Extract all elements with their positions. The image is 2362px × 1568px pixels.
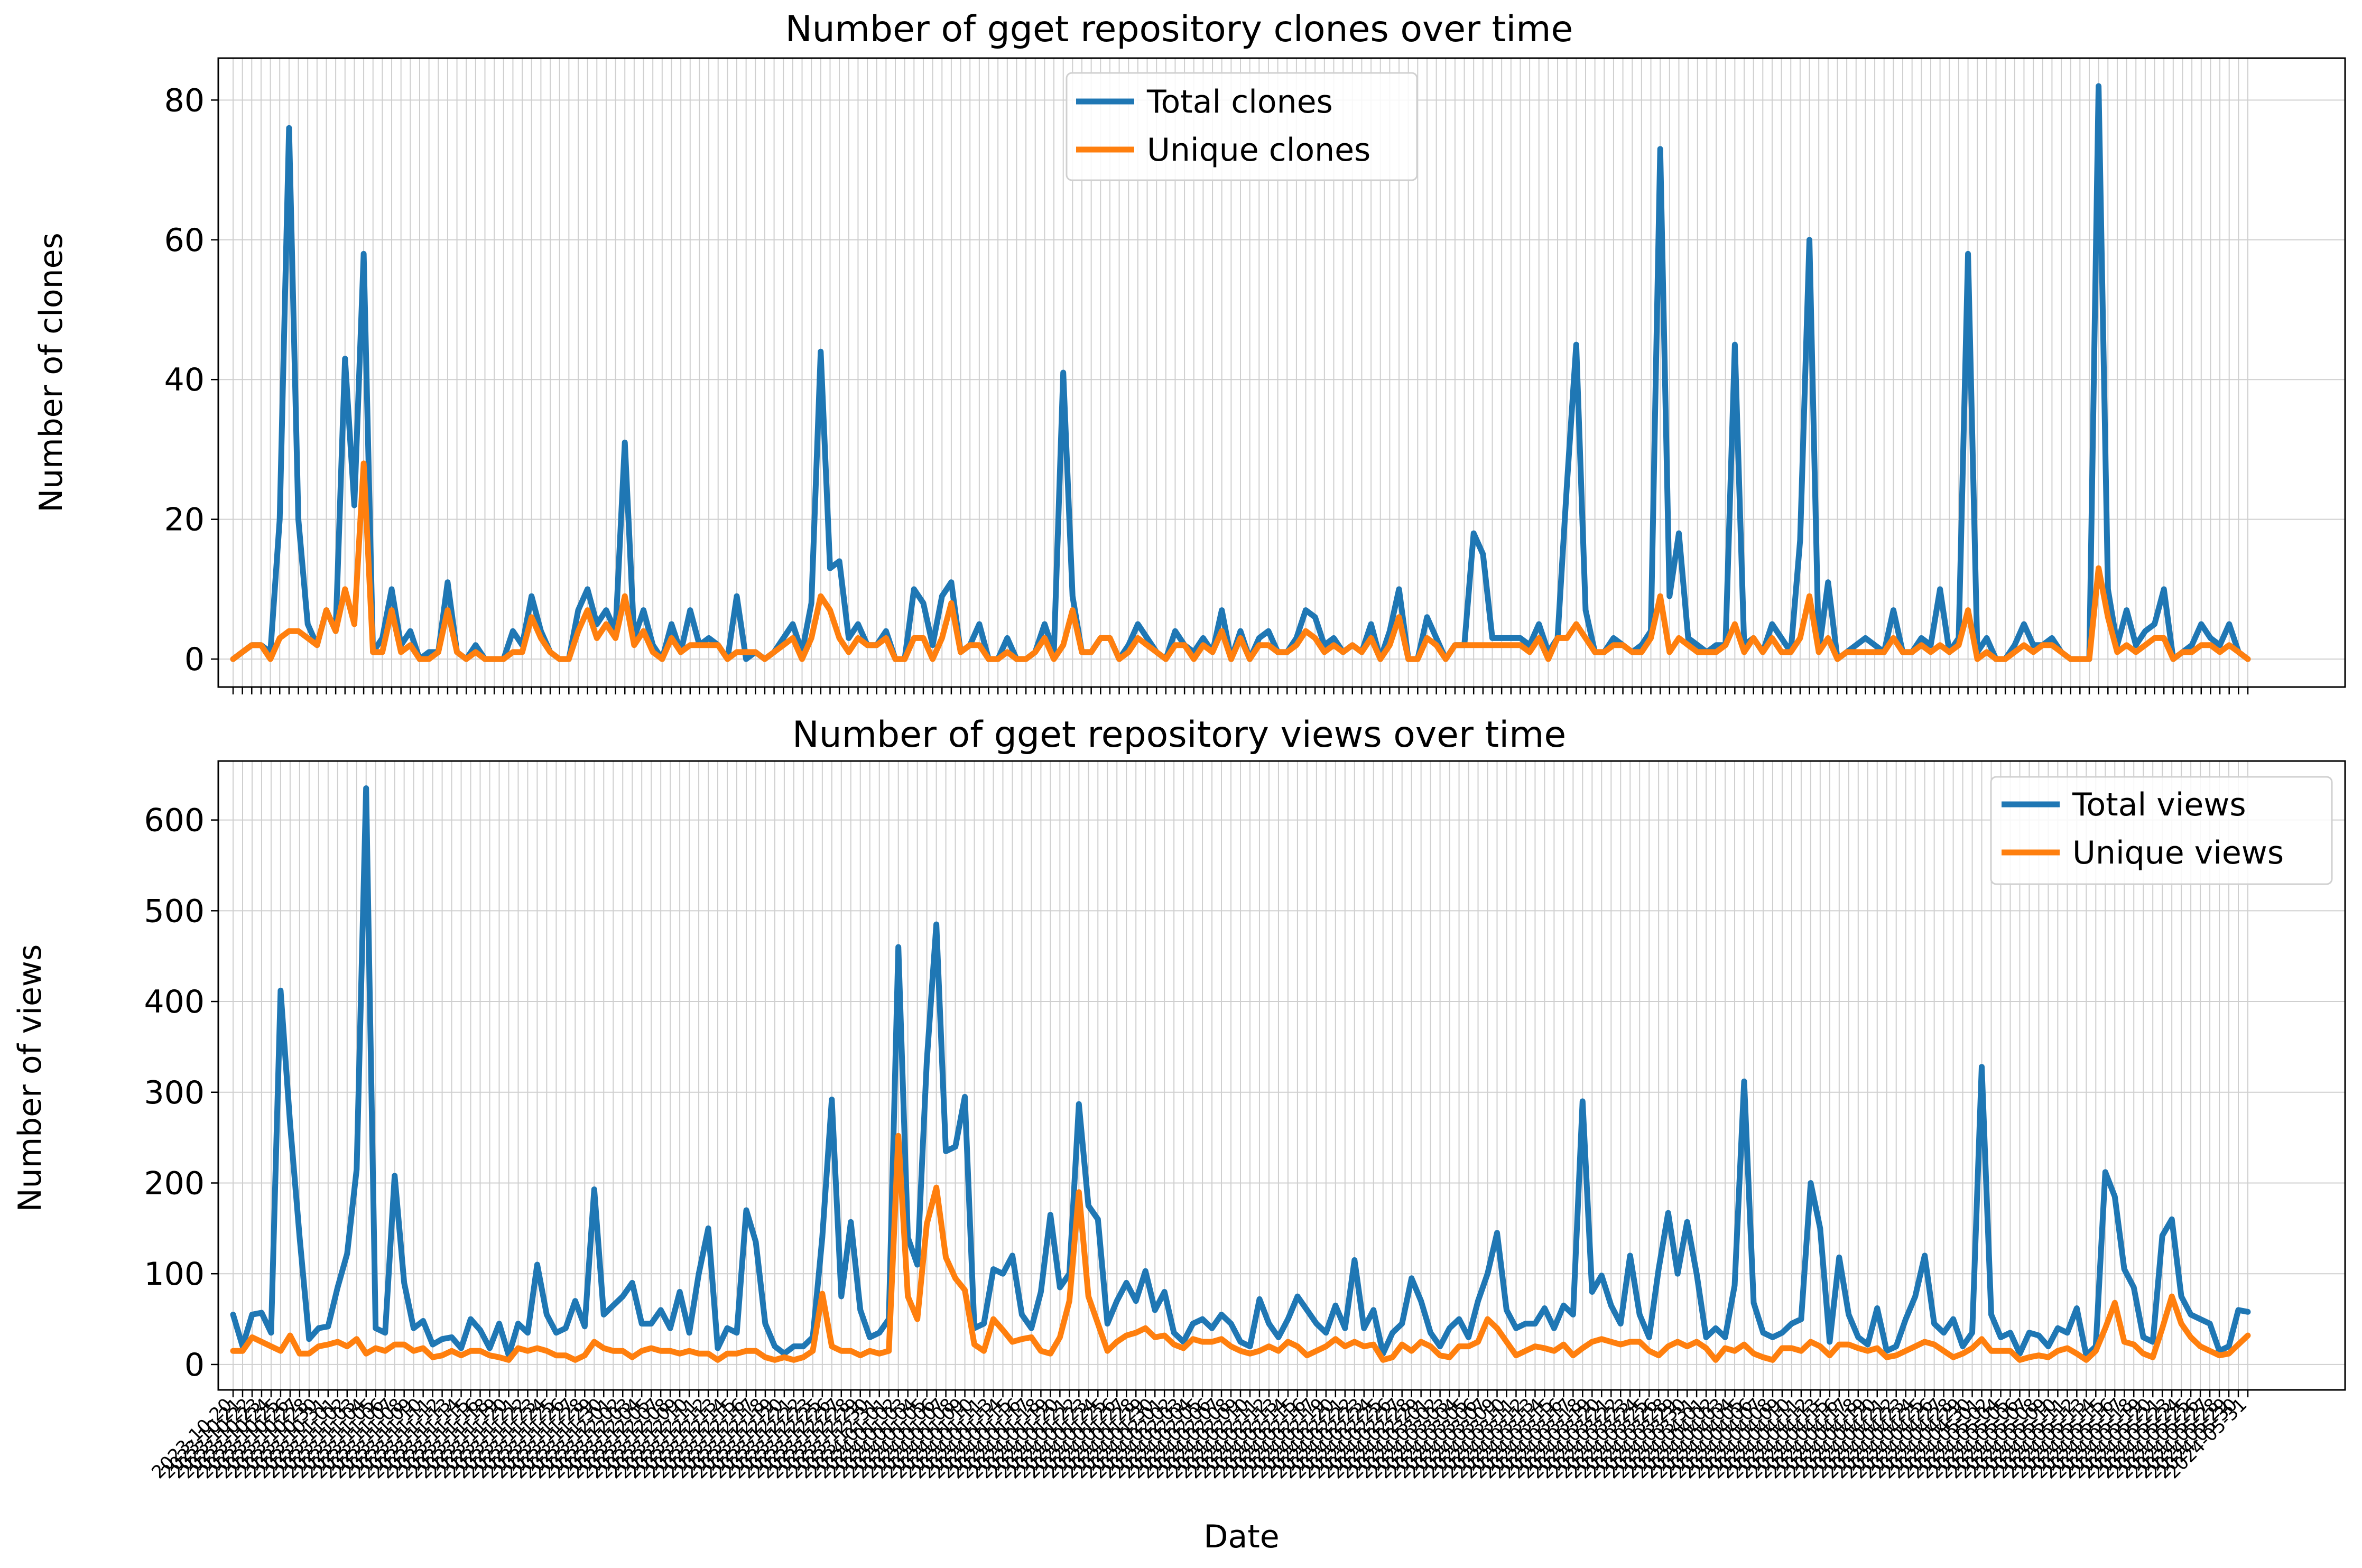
views-x-ticks: 2023-10-202023-10-212023-10-222023-10-23… bbox=[147, 1390, 2251, 1483]
views-lines bbox=[230, 785, 2251, 1363]
y-tick-label: 600 bbox=[144, 802, 205, 839]
views-x-axis-label: Date bbox=[1203, 1518, 1279, 1555]
views-legend-box bbox=[1990, 776, 2333, 885]
views-y-ticks: 0 100 200 300 400 500 600 bbox=[144, 802, 218, 1384]
clones-legend-box bbox=[1066, 72, 1418, 181]
views-plot-frame bbox=[217, 760, 2346, 1391]
clones-legend: Total clones Unique clones bbox=[1066, 72, 1418, 181]
views-legend-unique-label: Unique views bbox=[2072, 834, 2284, 871]
series-line-total bbox=[230, 785, 2251, 1359]
clones-y-axis-label: Number of clones bbox=[33, 233, 70, 513]
y-tick-label: 60 bbox=[164, 222, 205, 259]
y-tick-label: 200 bbox=[144, 1165, 205, 1202]
y-tick-label: 300 bbox=[144, 1074, 205, 1111]
clones-x-ticks bbox=[232, 687, 2249, 694]
clones-legend-total-label: Total clones bbox=[1146, 83, 1333, 120]
clones-legend-unique-label: Unique clones bbox=[1147, 132, 1370, 169]
views-legend-total-label: Total views bbox=[2072, 786, 2246, 823]
y-tick-label: 0 bbox=[184, 1347, 205, 1384]
clones-chart: Number of gget repository clones over ti… bbox=[33, 8, 2346, 694]
y-tick-label: 0 bbox=[184, 641, 205, 678]
views-legend: Total views Unique views bbox=[1990, 776, 2333, 885]
clones-chart-title: Number of gget repository clones over ti… bbox=[785, 8, 1573, 50]
clones-lines bbox=[230, 83, 2251, 662]
series-line-unique bbox=[230, 1133, 2251, 1363]
clones-y-ticks: 0 20 40 60 80 bbox=[164, 82, 218, 678]
clones-plot-frame bbox=[217, 57, 2346, 688]
views-chart-title: Number of gget repository views over tim… bbox=[792, 714, 1566, 756]
y-tick-label: 100 bbox=[144, 1256, 205, 1293]
views-y-axis-label: Number of views bbox=[12, 944, 49, 1212]
views-chart: Number of gget repository views over tim… bbox=[12, 714, 2346, 1555]
y-tick-label: 20 bbox=[164, 502, 205, 539]
series-line-unique bbox=[230, 460, 2251, 662]
y-tick-label: 500 bbox=[144, 893, 205, 930]
y-tick-label: 40 bbox=[164, 361, 205, 398]
y-tick-label: 400 bbox=[144, 984, 205, 1020]
y-tick-label: 80 bbox=[164, 82, 205, 119]
